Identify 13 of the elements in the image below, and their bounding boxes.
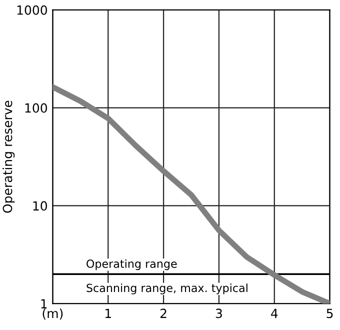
y-tick-label: 1 xyxy=(41,299,47,308)
y-tick-label: 10 xyxy=(33,201,48,211)
ref-line-label: Operating range xyxy=(86,259,177,270)
x-tick-label: 1 xyxy=(106,308,111,318)
y-axis-title: Operating reserve xyxy=(2,100,15,213)
y-tick-label: 1000 xyxy=(17,5,48,15)
x-tick-label: 3 xyxy=(216,308,222,318)
x-tick-label: 5 xyxy=(326,308,333,318)
x-tick-label: 4 xyxy=(271,308,278,318)
y-tick-label: 100 xyxy=(25,103,48,113)
x-tick-label: (m) xyxy=(42,308,63,320)
annotation: Scanning range, max. typical xyxy=(86,284,248,294)
x-tick-label: 2 xyxy=(160,308,166,318)
